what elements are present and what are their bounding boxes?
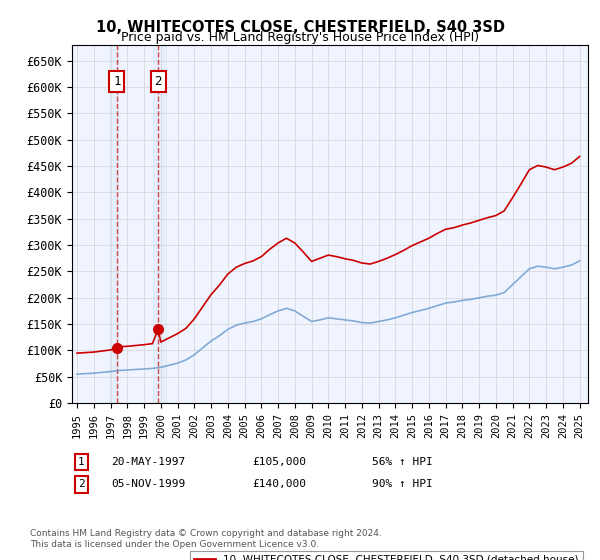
Text: Contains HM Land Registry data © Crown copyright and database right 2024.
This d: Contains HM Land Registry data © Crown c… [30,529,382,549]
Bar [153,45,166,403]
Text: 2: 2 [78,479,85,489]
Text: 10, WHITECOTES CLOSE, CHESTERFIELD, S40 3SD: 10, WHITECOTES CLOSE, CHESTERFIELD, S40 … [95,20,505,35]
Text: 90% ↑ HPI: 90% ↑ HPI [372,479,433,489]
Text: 05-NOV-1999: 05-NOV-1999 [111,479,185,489]
Text: 56% ↑ HPI: 56% ↑ HPI [372,457,433,467]
Legend: 10, WHITECOTES CLOSE, CHESTERFIELD, S40 3SD (detached house), HPI: Average price: 10, WHITECOTES CLOSE, CHESTERFIELD, S40 … [190,551,583,560]
Text: £105,000: £105,000 [252,457,306,467]
Text: 20-MAY-1997: 20-MAY-1997 [111,457,185,467]
Bar [109,45,118,403]
Text: £140,000: £140,000 [252,479,306,489]
Text: 2: 2 [154,75,162,88]
Text: Price paid vs. HM Land Registry's House Price Index (HPI): Price paid vs. HM Land Registry's House … [121,31,479,44]
Text: 1: 1 [78,457,85,467]
Text: 1: 1 [113,75,121,88]
